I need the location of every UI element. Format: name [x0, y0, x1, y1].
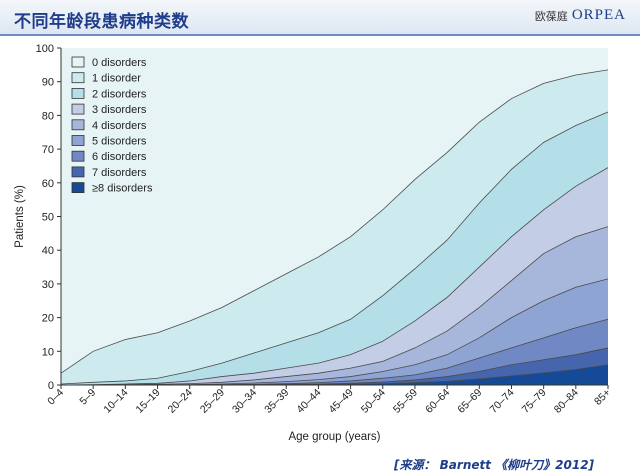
x-tick-label: 65–69 [455, 387, 484, 416]
legend-swatch [71, 72, 85, 84]
legend-label: 7 disorders [92, 167, 147, 179]
y-tick-label: 40 [42, 245, 54, 257]
x-tick-label: 85+ [592, 387, 613, 408]
y-tick-label: 90 [42, 77, 54, 89]
area-1-disorder [61, 69, 608, 384]
x-tick-label: 40–44 [294, 387, 323, 416]
legend-label: 0 disorders [92, 57, 147, 69]
legend-swatch [71, 103, 85, 115]
legend-label: 1 disorder [92, 73, 141, 85]
y-tick-label: 70 [42, 144, 54, 156]
x-axis-label: Age group (years) [288, 431, 380, 443]
x-tick-label: 70–74 [487, 387, 516, 416]
legend-swatch [71, 135, 85, 146]
legend-swatch [71, 88, 85, 99]
y-tick-label: 10 [42, 346, 54, 358]
legend-swatch [71, 182, 85, 194]
x-tick-label: 20–24 [166, 387, 195, 416]
brand-logo: 欧葆庭 ORPEA [535, 7, 626, 24]
area-3-disorders [61, 167, 608, 385]
x-tick-label: 50–54 [359, 387, 388, 416]
boundary-line-3 [60, 167, 609, 386]
x-tick-label: 35–39 [262, 387, 291, 416]
legend-swatch [71, 56, 85, 68]
x-tick-label: 55–59 [391, 387, 420, 416]
header-divider [0, 34, 640, 36]
area-4-disorders [61, 226, 608, 385]
y-tick-label: 50 [42, 212, 54, 224]
boundary-line-1 [60, 69, 609, 374]
legend-label: 4 disorders [92, 120, 147, 132]
legend-label: 2 disorders [92, 88, 147, 100]
source-note: [来源： Barnett 《柳叶刀》2012] [394, 458, 595, 472]
legend-label: 6 disorders [92, 151, 147, 163]
legend-swatch [71, 150, 85, 162]
y-tick-label: 0 [48, 380, 54, 392]
brand-name-en: ORPEA [571, 7, 626, 23]
area-6-disorders [61, 319, 608, 385]
y-tick-label: 20 [42, 313, 54, 325]
x-tick-label: 60–64 [423, 387, 452, 416]
y-tick-label: 60 [42, 178, 54, 190]
area-7-disorders [61, 347, 608, 385]
legend-swatch [71, 119, 85, 131]
x-tick-label: 45–49 [327, 387, 356, 416]
slide-header: 不同年龄段患病种类数 欧葆庭 ORPEA [0, 0, 640, 34]
legend-label: ≥8 disorders [92, 183, 153, 195]
x-tick-label: 5–9 [77, 387, 98, 408]
legend-swatch [71, 166, 85, 178]
y-tick-label: 80 [42, 110, 54, 122]
x-tick-label: 80–84 [552, 387, 581, 416]
x-tick-label: 15–19 [134, 387, 163, 416]
y-tick-label: 30 [42, 279, 54, 291]
x-tick-label: 10–14 [101, 387, 130, 416]
y-axis-label: Patients (%) [14, 185, 26, 248]
x-tick-label: 75–79 [520, 387, 549, 416]
boundary-line-2 [60, 111, 609, 385]
slide-title: 不同年龄段患病种类数 [14, 12, 189, 32]
area-5-disorders [61, 278, 608, 385]
x-tick-label: 25–29 [198, 387, 227, 416]
legend-label: 5 disorders [92, 136, 147, 148]
brand-name-cn: 欧葆庭 [534, 9, 568, 23]
area-ge8-disorders [61, 364, 608, 385]
x-tick-label: 30–34 [230, 387, 259, 416]
legend-label: 3 disorders [92, 104, 147, 116]
y-tick-label: 100 [36, 43, 54, 55]
boundary-line-4 [61, 226, 609, 386]
